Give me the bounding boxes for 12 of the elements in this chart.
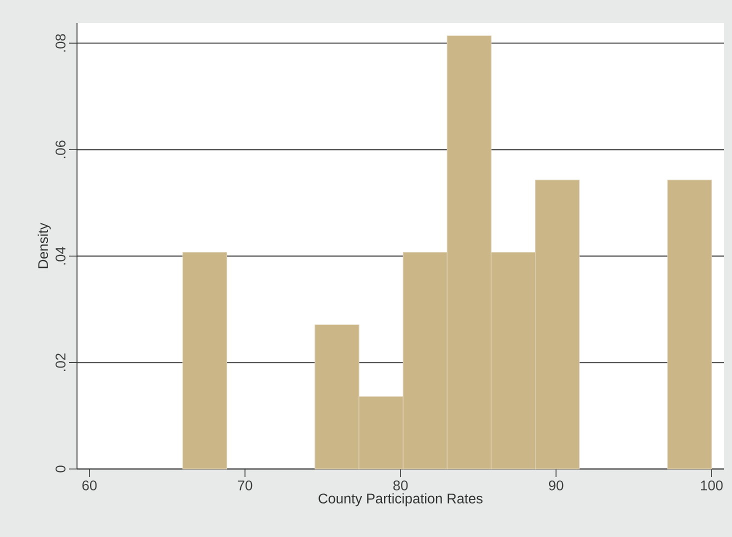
- x-tick-label: 90: [548, 480, 564, 490]
- x-tick-label: 100: [701, 480, 723, 490]
- x-tick-label: 70: [238, 480, 252, 490]
- x-tick-label: 60: [82, 480, 97, 490]
- y-tick-label: 0: [56, 466, 66, 472]
- y-axis-title: Density: [38, 222, 51, 268]
- y-tick-label: .06: [56, 140, 66, 158]
- y-tick-label: .08: [56, 34, 66, 52]
- x-axis-title: County Participation Rates: [318, 493, 483, 506]
- y-tick-label: .02: [56, 354, 66, 371]
- y-tick-label: .04: [56, 246, 66, 265]
- x-tick-label: 80: [393, 480, 408, 490]
